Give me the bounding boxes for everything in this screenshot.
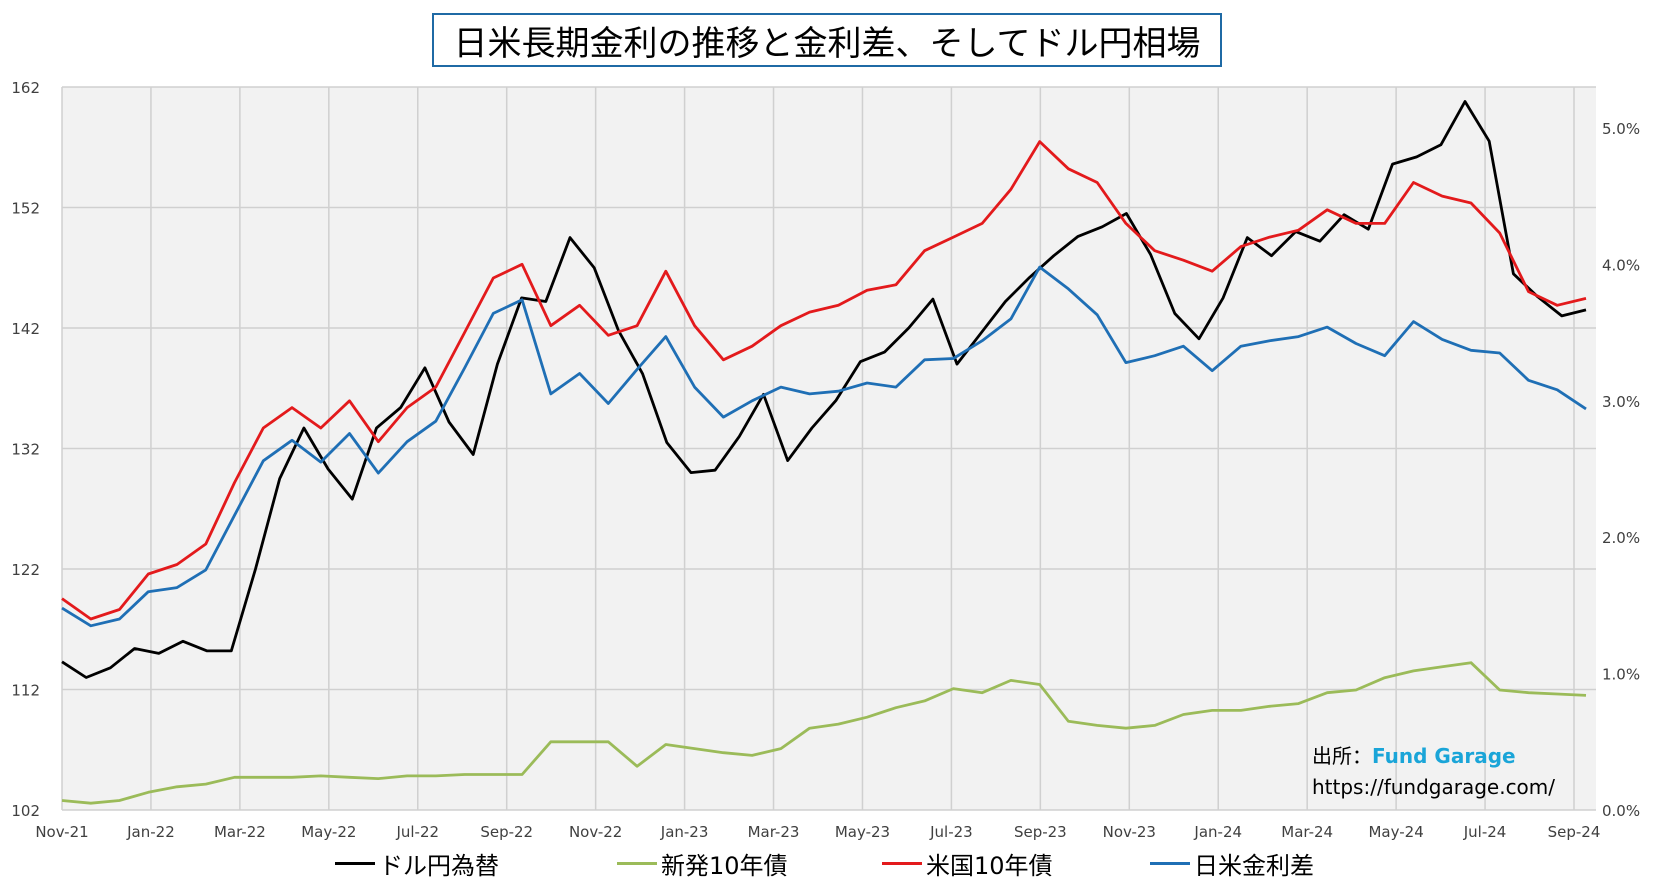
series-line	[61, 100, 1587, 679]
legend-label: 日米金利差	[1194, 852, 1314, 880]
x-tick-label: Mar-23	[748, 823, 800, 841]
y-left-tick-label: 132	[11, 441, 40, 459]
series-line	[61, 265, 1587, 628]
x-tick-label: May-22	[301, 823, 356, 841]
legend-label: 新発10年債	[661, 852, 788, 880]
series-lines	[61, 100, 1587, 805]
source-brand: Fund Garage	[1372, 744, 1516, 768]
legend-swatch	[1150, 862, 1190, 865]
legend-item: 米国10年債	[882, 846, 1053, 881]
grid	[61, 86, 1596, 811]
y-right-tick-label: 3.0%	[1602, 393, 1640, 411]
source-label-line: 出所：Fund Garage	[1312, 740, 1555, 769]
x-tick-label: Jan-22	[126, 823, 175, 841]
y-left-tick-label: 142	[11, 320, 40, 338]
series-line	[61, 140, 1587, 621]
tick-labels: 102 112 122 132 142 152 162 0.0% 1.0% 2.0% 3.0% 4.0…	[11, 79, 1640, 841]
legend-item: 日米金利差	[1150, 846, 1314, 881]
legend: ドル円為替 新発10年債 米国10年債 日米金利差	[0, 846, 1655, 880]
y-right-tick-label: 0.0%	[1602, 802, 1640, 820]
source-label: 出所：	[1312, 744, 1372, 768]
x-tick-label: May-24	[1368, 823, 1423, 841]
y-left-tick-label: 152	[11, 200, 40, 218]
y-left-tick-label: 162	[11, 79, 40, 97]
legend-label: ドル円為替	[379, 852, 499, 880]
x-tick-label: Jul-23	[929, 823, 973, 841]
x-tick-label: Jul-24	[1463, 823, 1507, 841]
legend-label: 米国10年債	[926, 852, 1053, 880]
y-right-tick-label: 5.0%	[1602, 120, 1640, 138]
y-right-tick-label: 4.0%	[1602, 256, 1640, 274]
x-tick-label: Nov-23	[1103, 823, 1156, 841]
x-tick-label: Jan-24	[1193, 823, 1242, 841]
x-tick-label: Sep-24	[1548, 823, 1601, 841]
series-line	[61, 661, 1587, 805]
legend-item: ドル円為替	[335, 846, 499, 881]
x-tick-label: Jul-22	[395, 823, 439, 841]
source-block: 出所：Fund Garage https://fundgarage.com/	[1312, 740, 1555, 799]
x-tick-label: Jan-23	[660, 823, 709, 841]
legend-swatch	[617, 862, 657, 865]
x-tick-label: Sep-22	[480, 823, 533, 841]
x-tick-label: Mar-22	[214, 823, 266, 841]
y-left-tick-label: 112	[11, 682, 40, 700]
x-tick-label: Sep-23	[1014, 823, 1067, 841]
y-left-tick-label: 102	[11, 802, 40, 820]
x-tick-label: Nov-21	[35, 823, 88, 841]
x-tick-label: Mar-24	[1281, 823, 1333, 841]
legend-item: 新発10年債	[617, 846, 788, 881]
y-right-tick-label: 1.0%	[1602, 666, 1640, 684]
legend-swatch	[335, 862, 375, 865]
x-tick-label: Nov-22	[569, 823, 622, 841]
y-left-tick-label: 122	[11, 561, 40, 579]
x-tick-label: May-23	[835, 823, 890, 841]
y-right-tick-label: 2.0%	[1602, 529, 1640, 547]
legend-swatch	[882, 862, 922, 865]
source-url: https://fundgarage.com/	[1312, 775, 1556, 799]
chart-title: 日米長期金利の推移と金利差、そしてドル円相場	[432, 13, 1222, 67]
